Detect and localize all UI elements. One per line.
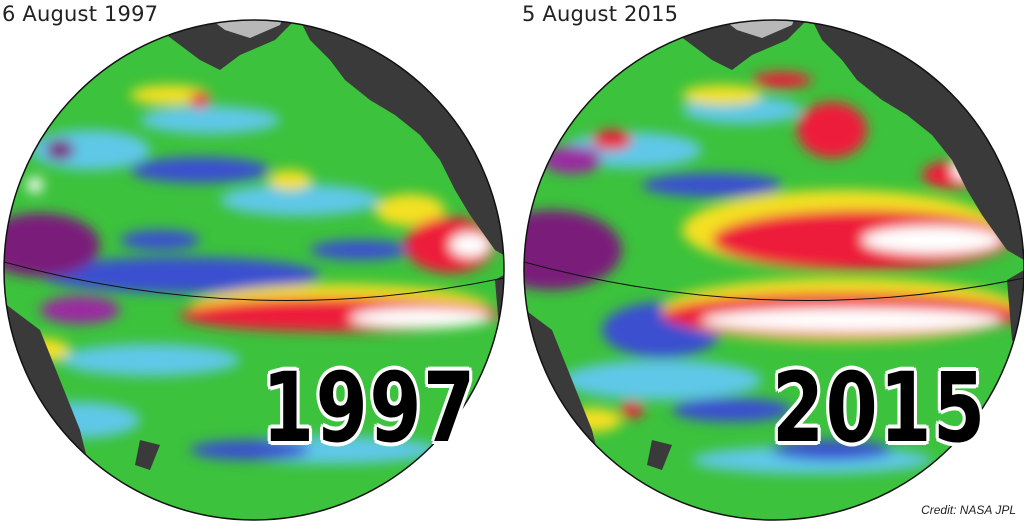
new-zealand-land [647,440,672,470]
equator-line [4,261,504,302]
globe-1997 [3,19,505,521]
credit-text: Credit: NASA JPL [921,503,1016,517]
alaska-siberia-land [150,20,300,70]
alaska-siberia-land [662,20,812,70]
globe-2015 [523,19,1024,521]
year-label-1997: 1997 [262,352,477,464]
right-panel-date: 5 August 2015 [522,2,679,26]
left-panel-date: 6 August 1997 [2,2,159,26]
arctic-ice [692,20,802,38]
arctic-ice [180,20,290,38]
year-label-2015: 2015 [772,352,987,464]
globe-outline [3,19,505,521]
equator-line [524,261,1024,302]
sea-level-anomalies [4,85,500,464]
new-zealand-land [135,440,160,470]
sea-level-anomalies [524,72,1022,474]
globe-outline [523,19,1024,521]
